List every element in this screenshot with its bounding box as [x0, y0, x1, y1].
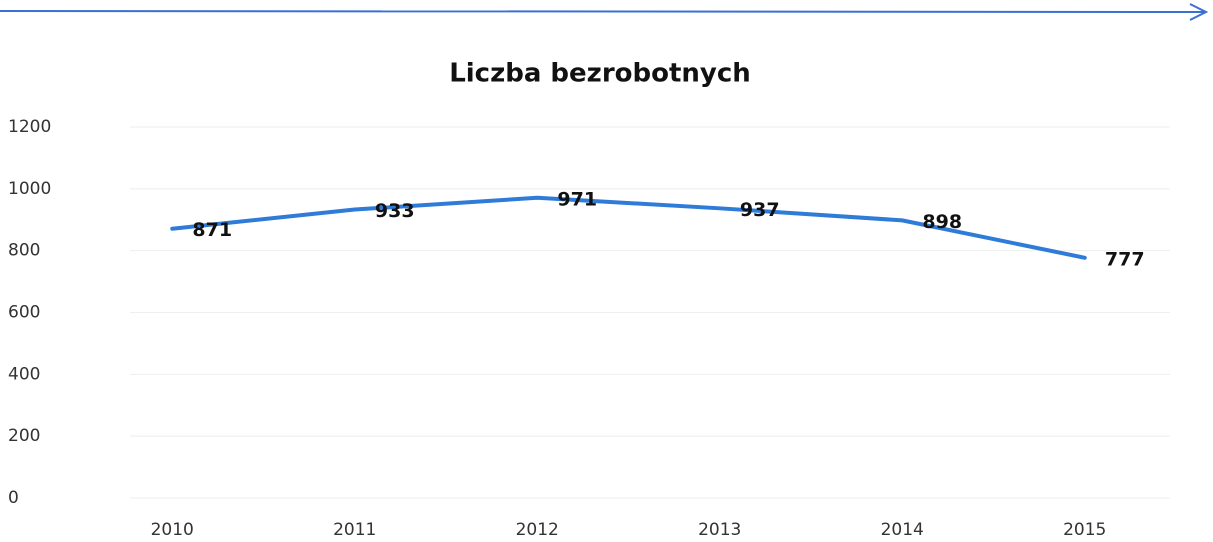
y-tick-label: 800	[8, 241, 40, 261]
data-label: 971	[557, 188, 597, 210]
x-tick-label: 2010	[151, 520, 194, 540]
data-label: 777	[1105, 248, 1145, 270]
x-tick-label: 2013	[698, 520, 741, 540]
y-tick-label: 1200	[8, 117, 51, 137]
x-tick-label: 2012	[516, 520, 559, 540]
top-arrow	[0, 3, 1209, 21]
y-tick-label: 600	[8, 303, 40, 323]
y-tick-label: 0	[8, 488, 19, 508]
x-tick-label: 2015	[1063, 520, 1106, 540]
line	[170, 195, 1087, 260]
x-tick-label: 2011	[333, 520, 376, 540]
x-tick-label: 2014	[881, 520, 924, 540]
data-label: 933	[375, 200, 415, 222]
chart-title: Liczba bezrobotnych	[449, 59, 751, 89]
data-label: 898	[922, 211, 962, 233]
data-label: 937	[740, 199, 780, 221]
y-tick-label: 200	[8, 426, 40, 446]
y-tick-label: 400	[8, 364, 40, 384]
y-tick-label: 1000	[8, 179, 51, 199]
data-label: 871	[192, 219, 232, 241]
